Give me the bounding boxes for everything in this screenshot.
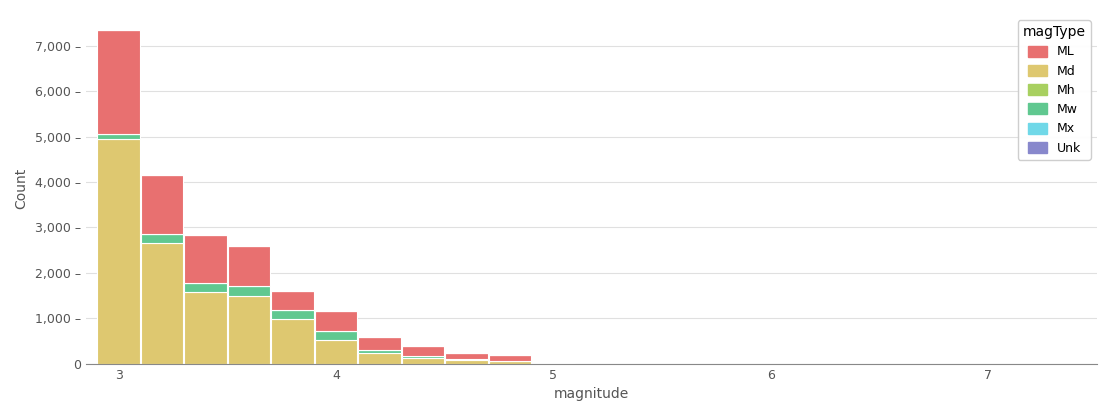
- Y-axis label: Count: Count: [14, 168, 28, 210]
- Bar: [184, 292, 227, 364]
- X-axis label: magnitude: magnitude: [554, 387, 629, 401]
- Bar: [446, 360, 488, 364]
- Bar: [141, 175, 183, 234]
- Bar: [359, 353, 401, 364]
- Bar: [271, 310, 313, 319]
- Bar: [402, 358, 444, 364]
- Bar: [314, 311, 357, 330]
- Bar: [98, 134, 140, 139]
- Bar: [98, 139, 140, 364]
- Bar: [489, 361, 531, 364]
- Bar: [184, 235, 227, 283]
- Bar: [446, 353, 488, 359]
- Bar: [271, 319, 313, 364]
- Bar: [402, 356, 444, 358]
- Bar: [228, 286, 270, 295]
- Bar: [141, 234, 183, 243]
- Bar: [446, 359, 488, 360]
- Bar: [141, 243, 183, 364]
- Bar: [228, 246, 270, 286]
- Bar: [314, 330, 357, 339]
- Bar: [98, 30, 140, 134]
- Bar: [359, 349, 401, 353]
- Bar: [271, 290, 313, 310]
- Bar: [228, 295, 270, 364]
- Bar: [314, 339, 357, 364]
- Bar: [402, 347, 444, 356]
- Bar: [359, 337, 401, 349]
- Bar: [489, 354, 531, 361]
- Bar: [184, 283, 227, 292]
- Legend: ML, Md, Mh, Mw, Mx, Unk: ML, Md, Mh, Mw, Mx, Unk: [1018, 20, 1091, 160]
